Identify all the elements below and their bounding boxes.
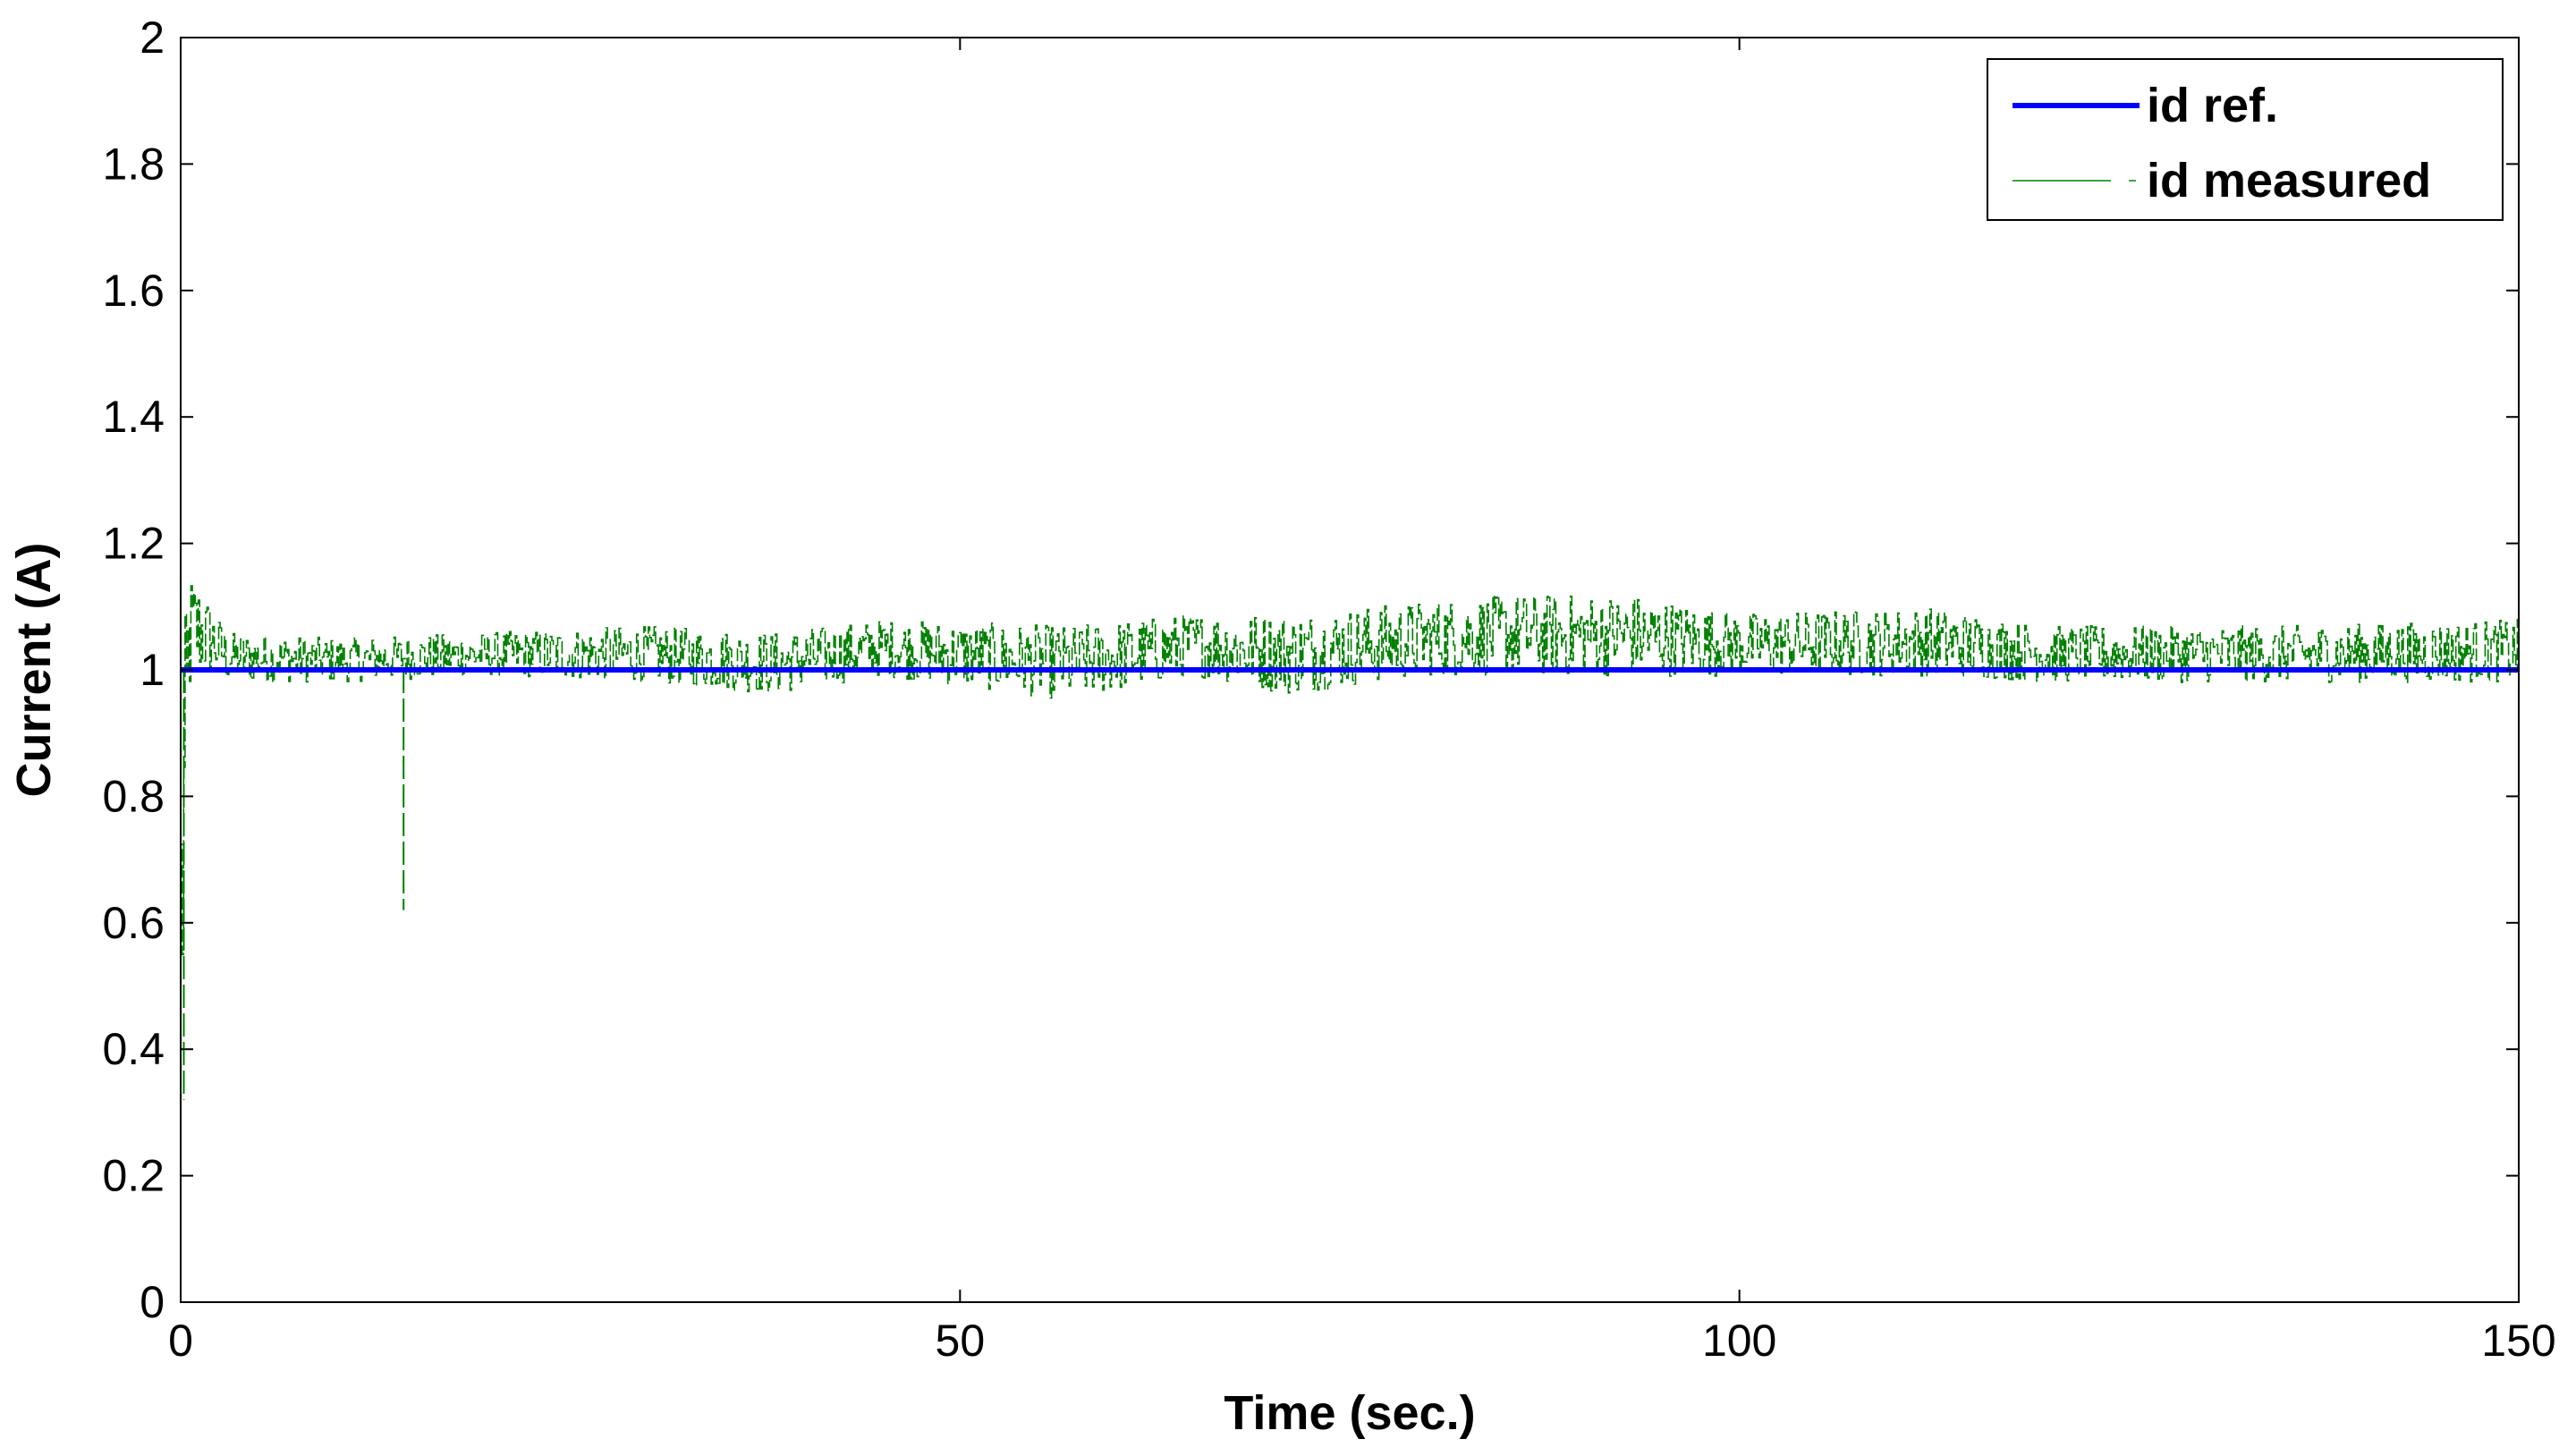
y-tick-label: 1.8 bbox=[102, 139, 165, 189]
legend-label-id-measured: id measured bbox=[2147, 154, 2431, 207]
x-tick-label: 100 bbox=[1702, 1316, 1776, 1366]
x-tick-label: 50 bbox=[936, 1316, 986, 1366]
x-tick-label: 150 bbox=[2481, 1316, 2555, 1366]
y-tick-label: 0.4 bbox=[102, 1024, 165, 1074]
legend-label-id-ref: id ref. bbox=[2147, 79, 2278, 132]
legend: id ref. id measured bbox=[1987, 58, 2504, 221]
y-tick-label: 1.2 bbox=[102, 519, 165, 569]
y-tick-label: 0.2 bbox=[102, 1151, 165, 1201]
y-tick-label: 2 bbox=[140, 13, 165, 63]
y-axis-title: Current (A) bbox=[7, 543, 61, 798]
y-tick-label: 1.4 bbox=[102, 392, 165, 442]
y-tick-label: 1.6 bbox=[102, 266, 165, 316]
legend-box bbox=[1987, 58, 2504, 221]
y-tick-label: 1 bbox=[140, 645, 165, 695]
x-axis-title: Time (sec.) bbox=[1224, 1386, 1475, 1440]
series-id-measured-line bbox=[180, 585, 2520, 956]
y-tick-label: 0.8 bbox=[102, 771, 165, 821]
y-tick-label: 0.6 bbox=[102, 898, 165, 948]
x-tick-label: 0 bbox=[168, 1316, 193, 1366]
y-tick-label: 0 bbox=[140, 1277, 165, 1327]
